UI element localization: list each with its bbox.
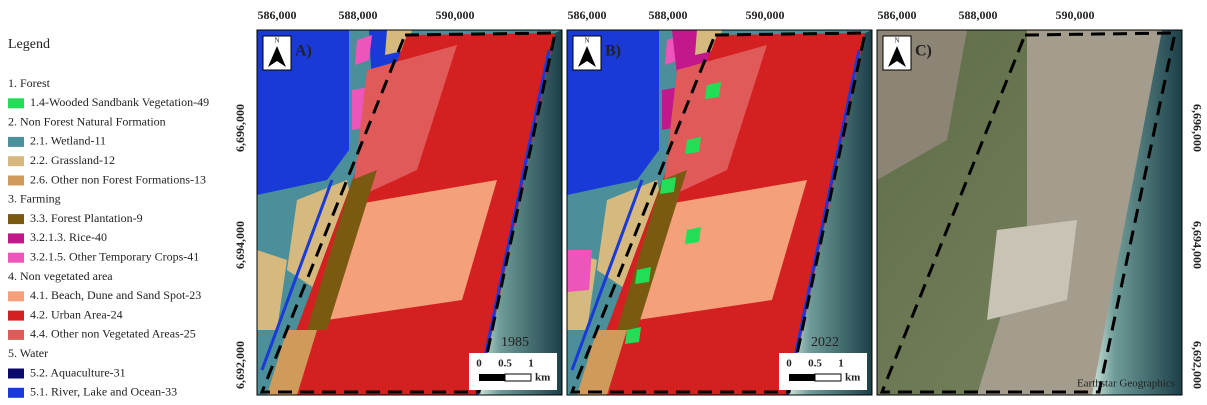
year-label: 2022	[811, 335, 839, 350]
scale-tick: 0	[786, 358, 792, 370]
credit: Earthstar Geographics	[1077, 378, 1175, 390]
legend-swatch	[8, 330, 24, 340]
y-tick-label: 6,692,000	[233, 341, 247, 389]
x-tick-label: 590,000	[436, 8, 475, 22]
legend-swatch	[8, 311, 24, 321]
panel-label: C)	[915, 43, 932, 60]
scale-unit: km	[535, 372, 550, 384]
legend-label: 4.4. Other non Vegetated Areas-25	[30, 327, 196, 341]
figure: Legend 1. Forest 1.4-Wooded Sandbank Veget…	[0, 0, 1207, 405]
legend-swatch	[8, 137, 24, 147]
legend-label: 4.2. Urban Area-24	[30, 307, 123, 321]
scale-tick: 1	[528, 358, 534, 370]
legend-swatch	[8, 98, 24, 108]
legend-label: 3.2.1.5. Other Temporary Crops-41	[30, 249, 199, 263]
scale-tick: 1	[838, 358, 844, 370]
legend-swatch	[8, 253, 24, 263]
legend-title: Legend	[8, 37, 50, 52]
scale-tick: 0.5	[808, 358, 822, 370]
legend-label: 5.2. Aquaculture-31	[30, 365, 126, 379]
scale-bar-white	[505, 374, 531, 381]
scale-unit: km	[845, 372, 860, 384]
y-tick-label: 6,696,000	[1190, 104, 1204, 152]
legend-swatch	[8, 214, 24, 224]
legend-label: 4.1. Beach, Dune and Sand Spot-23	[30, 288, 201, 302]
crops	[567, 250, 592, 292]
legend-label: 2.6. Other non Forest Formations-13	[30, 172, 206, 186]
x-tick-label: 588,000	[339, 8, 378, 22]
x-tick-label: 586,000	[258, 8, 297, 22]
y-tick-label: 6,696,000	[233, 104, 247, 152]
legend-group: 5. Water	[8, 346, 48, 360]
scale-bar-black	[789, 374, 815, 381]
scale-bar-white	[815, 374, 841, 381]
panel-label: B)	[605, 43, 621, 60]
map-panel: N A) 1985 0 0.5 1km	[257, 30, 562, 395]
legend-group: 1. Forest	[8, 76, 51, 90]
legend-group: 2. Non Forest Natural Formation	[8, 114, 166, 128]
north-label: N	[894, 37, 899, 45]
x-tick-label: 588,000	[649, 8, 688, 22]
legend-label: 5.1. River, Lake and Ocean-33	[30, 385, 177, 399]
legend-swatch	[8, 156, 24, 166]
north-label: N	[274, 37, 279, 45]
legend-label: 2.1. Wetland-11	[30, 134, 106, 148]
legend-label: 3.2.1.3. Rice-40	[30, 230, 107, 244]
year-label: 1985	[501, 335, 529, 350]
legend-group: 4. Non vegetated area	[8, 269, 113, 283]
legend-swatch	[8, 291, 24, 301]
y-tick-label: 6,694,000	[1190, 221, 1204, 269]
x-tick-label: 586,000	[878, 8, 917, 22]
scale-tick: 0.5	[498, 358, 512, 370]
y-tick-label: 6,694,000	[233, 221, 247, 269]
legend-swatch	[8, 176, 24, 186]
north-label: N	[584, 37, 589, 45]
map-panel: N C) Earthstar Geographics	[877, 30, 1182, 395]
x-tick-label: 586,000	[568, 8, 607, 22]
legend-swatch	[8, 233, 24, 243]
legend-label: 1.4-Wooded Sandbank Vegetation-49	[30, 95, 209, 109]
y-tick-label: 6,692,000	[1190, 341, 1204, 389]
panel-label: A)	[295, 43, 312, 60]
legend-swatch	[8, 388, 24, 398]
legend-label: 2.2. Grassland-12	[30, 153, 115, 167]
x-tick-label: 588,000	[959, 8, 998, 22]
legend-label: 3.3. Forest Plantation-9	[30, 211, 143, 225]
x-tick-label: 590,000	[746, 8, 785, 22]
scale-tick: 0	[476, 358, 482, 370]
legend-swatch	[8, 369, 24, 379]
scale-bar-black	[479, 374, 505, 381]
map-panel: N B) 2022 0 0.5 1km	[567, 30, 872, 395]
legend-group: 3. Farming	[8, 192, 61, 206]
x-tick-label: 590,000	[1056, 8, 1095, 22]
